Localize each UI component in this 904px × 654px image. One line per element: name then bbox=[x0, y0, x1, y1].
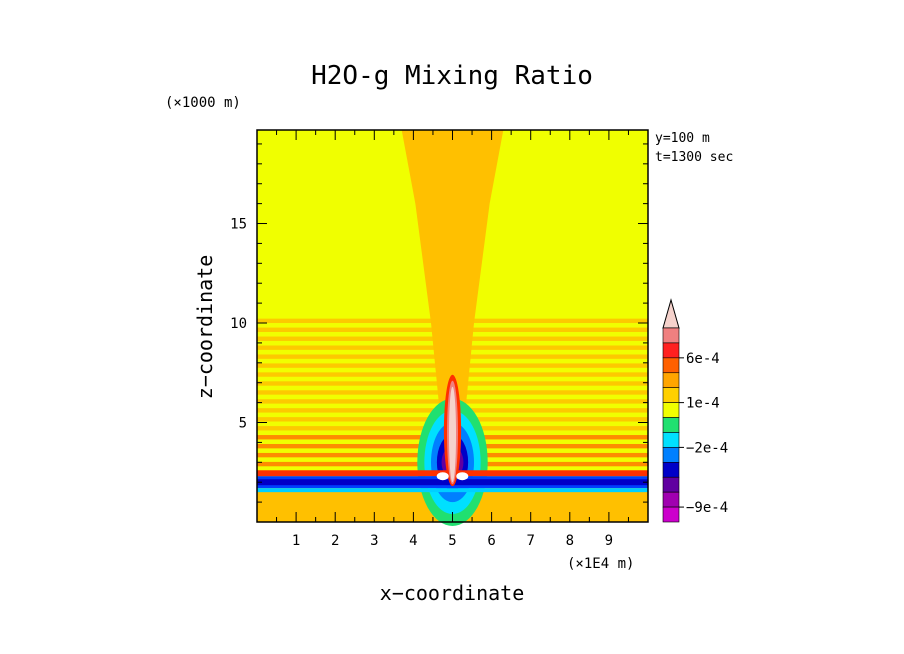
colorbar-swatch bbox=[662, 417, 680, 433]
chart-title: H2O-g Mixing Ratio bbox=[311, 61, 593, 91]
colorbar-swatch bbox=[662, 462, 680, 478]
y-tick-label: 5 bbox=[239, 416, 247, 432]
colorbar-swatch bbox=[662, 342, 680, 359]
x-tick-label: 1 bbox=[292, 533, 300, 549]
x-tick-label: 3 bbox=[370, 533, 378, 549]
y-tick-label: 10 bbox=[230, 316, 247, 332]
colorbar-label: −2e-4 bbox=[686, 440, 728, 456]
colorbar-extend-triangle bbox=[662, 298, 680, 329]
y-tick-label: 15 bbox=[230, 217, 247, 233]
colorbar-swatch bbox=[662, 372, 680, 388]
contour-field bbox=[257, 130, 648, 526]
band-cyan bbox=[257, 488, 648, 493]
colorbar: 6e-4 1e-4 −2e-4 −9e-4 bbox=[662, 298, 728, 523]
core-base-left bbox=[436, 472, 449, 481]
x-tick-label: 9 bbox=[605, 533, 613, 549]
colorbar-label: 1e-4 bbox=[686, 396, 720, 412]
vertical-plume bbox=[401, 130, 504, 433]
x-unit-label: (×1E4 m) bbox=[567, 556, 634, 572]
colorbar-swatch bbox=[662, 447, 680, 463]
annotation-y: y=100 m bbox=[655, 131, 710, 146]
colorbar-swatch bbox=[662, 402, 680, 418]
colorbar-swatch bbox=[662, 506, 680, 523]
x-tick-label: 8 bbox=[566, 533, 574, 549]
colorbar-swatch bbox=[662, 327, 680, 344]
x-tick-label: 4 bbox=[409, 533, 417, 549]
core-base-right bbox=[456, 472, 469, 481]
x-tick-label: 7 bbox=[526, 533, 534, 549]
x-tick-label: 2 bbox=[331, 533, 339, 549]
colorbar-swatch bbox=[662, 491, 680, 508]
y-unit-label: (×1000 m) bbox=[165, 95, 241, 111]
annotation-t: t=1300 sec bbox=[655, 150, 733, 165]
plot-axes: 1 2 3 4 5 6 7 8 9 5 10 15 bbox=[230, 129, 649, 549]
colorbar-swatch bbox=[662, 387, 680, 403]
colorbar-swatch bbox=[662, 476, 680, 493]
core-inner bbox=[448, 386, 457, 483]
colorbar-label: −9e-4 bbox=[686, 500, 728, 516]
colorbar-swatch bbox=[662, 432, 680, 448]
y-axis-title: z−coordinate bbox=[193, 255, 217, 400]
x-axis-title: x−coordinate bbox=[380, 581, 525, 605]
x-tick-label: 5 bbox=[448, 533, 456, 549]
colorbar-label: 6e-4 bbox=[686, 351, 720, 367]
x-tick-label: 6 bbox=[487, 533, 495, 549]
colorbar-swatch bbox=[662, 357, 680, 374]
